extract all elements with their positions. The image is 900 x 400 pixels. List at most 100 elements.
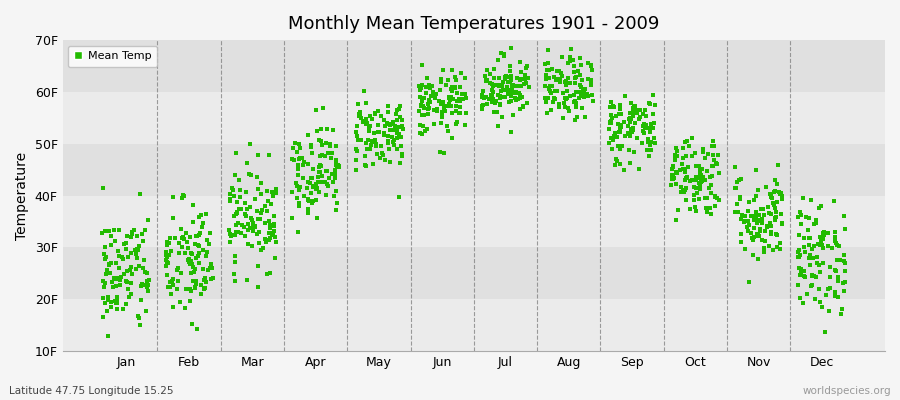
Point — [513, 77, 527, 84]
Point — [500, 79, 515, 85]
Point — [485, 93, 500, 100]
Point — [368, 111, 382, 117]
Point — [569, 100, 583, 106]
Point — [755, 217, 770, 223]
Title: Monthly Mean Temperatures 1901 - 2009: Monthly Mean Temperatures 1901 - 2009 — [288, 15, 660, 33]
Point — [769, 214, 783, 220]
Point — [705, 142, 719, 149]
Point — [539, 110, 554, 116]
Point — [791, 254, 806, 260]
Point — [513, 94, 527, 101]
Point — [493, 94, 508, 101]
Point — [709, 160, 724, 166]
Point — [693, 166, 707, 172]
Point — [626, 127, 640, 133]
Point — [176, 234, 190, 241]
Point — [493, 93, 508, 99]
Point — [707, 203, 722, 210]
Point — [183, 286, 197, 292]
Point — [194, 212, 209, 218]
Point — [124, 291, 139, 297]
Point — [120, 268, 134, 274]
Point — [180, 239, 194, 245]
Point — [483, 70, 498, 77]
Point — [231, 206, 246, 212]
Point — [301, 132, 315, 138]
Point — [316, 105, 330, 112]
Point — [196, 266, 211, 272]
Point — [704, 190, 718, 196]
Point — [248, 223, 262, 230]
Point — [542, 85, 556, 91]
Point — [737, 218, 751, 225]
Point — [836, 280, 850, 287]
Point — [550, 68, 564, 74]
Point — [547, 74, 562, 80]
Point — [554, 70, 569, 77]
Point — [639, 121, 653, 128]
Point — [757, 211, 771, 218]
Point — [770, 198, 784, 205]
Point — [768, 205, 782, 211]
Point — [311, 137, 326, 143]
Point — [328, 206, 343, 213]
Point — [392, 106, 407, 113]
Point — [321, 150, 336, 156]
Point — [793, 272, 807, 278]
Point — [129, 266, 143, 272]
Point — [136, 265, 150, 271]
Point — [754, 217, 769, 223]
Point — [821, 229, 835, 236]
Point — [386, 126, 400, 133]
Point — [364, 142, 378, 148]
Point — [552, 67, 566, 74]
Point — [107, 226, 122, 233]
Point — [97, 284, 112, 290]
Point — [130, 232, 144, 239]
Point — [485, 89, 500, 96]
Point — [459, 95, 473, 101]
Point — [310, 174, 325, 180]
Point — [166, 215, 181, 221]
Point — [290, 195, 304, 202]
Point — [837, 287, 851, 294]
Point — [809, 274, 824, 280]
Point — [105, 284, 120, 291]
Point — [292, 156, 306, 162]
Point — [121, 254, 135, 260]
Point — [99, 254, 113, 260]
Point — [796, 235, 811, 242]
Point — [184, 320, 199, 327]
Point — [142, 276, 157, 283]
Point — [693, 170, 707, 176]
Point — [376, 152, 391, 158]
Point — [810, 254, 824, 261]
Point — [791, 254, 806, 260]
Point — [500, 73, 514, 79]
Point — [755, 205, 770, 212]
Point — [832, 274, 846, 280]
Point — [774, 211, 788, 218]
Point — [830, 242, 844, 248]
Point — [171, 265, 185, 271]
Point — [794, 266, 808, 273]
Point — [122, 294, 136, 300]
Point — [181, 257, 195, 263]
Point — [605, 145, 619, 152]
Point — [420, 101, 435, 107]
Point — [604, 120, 618, 127]
Point — [520, 100, 535, 106]
Point — [419, 126, 434, 132]
Point — [555, 90, 570, 96]
Point — [349, 146, 364, 152]
Point — [192, 250, 206, 257]
Point — [184, 288, 198, 294]
Point — [479, 94, 493, 100]
Point — [123, 234, 138, 240]
Point — [666, 176, 680, 182]
Point — [738, 213, 752, 219]
Point — [349, 148, 364, 154]
Point — [358, 162, 373, 168]
Point — [375, 150, 390, 156]
Point — [360, 146, 374, 152]
